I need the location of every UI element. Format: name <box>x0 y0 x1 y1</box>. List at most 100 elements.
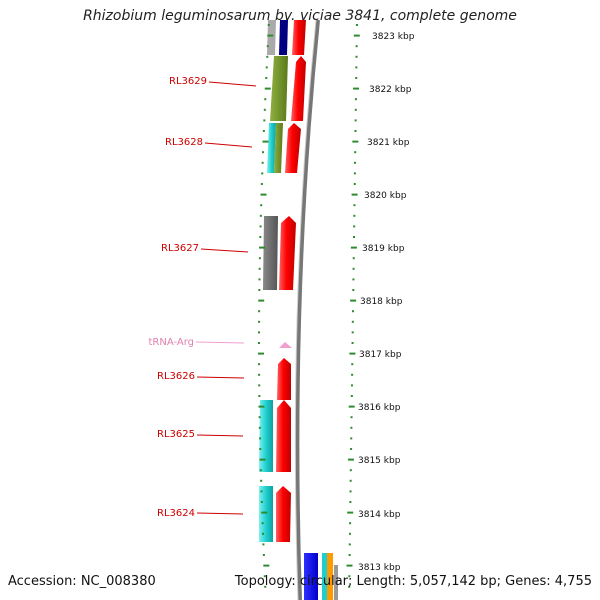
gene-label-trna-arg[interactable]: tRNA-Arg <box>149 337 194 348</box>
cog-block-bottom-gray <box>334 565 338 600</box>
cds-arrow-top[interactable] <box>292 20 306 55</box>
tick-major-outer <box>349 352 356 355</box>
label-line-rl3629 <box>208 81 257 87</box>
tick-minor-inner <box>258 278 261 281</box>
gene-label-rl3626[interactable]: RL3626 <box>157 371 195 382</box>
tick-minor-outer <box>351 373 354 376</box>
cds-arrow-rl3627[interactable] <box>279 216 296 290</box>
tick-minor-outer <box>352 289 355 291</box>
gene-label-rl3627[interactable]: RL3627 <box>161 243 199 254</box>
tick-minor-inner <box>262 151 265 154</box>
scale-label-3819: 3819 kbp <box>362 244 405 254</box>
gene-label-rl3624[interactable]: RL3624 <box>157 508 195 519</box>
tick-minor-outer <box>352 267 355 270</box>
tick-minor-inner <box>261 161 264 164</box>
tick-minor-outer <box>353 172 356 175</box>
tick-minor-inner <box>259 236 262 238</box>
tick-minor-outer <box>349 490 352 493</box>
cog-block-rl3624 <box>259 486 273 542</box>
cds-arrow-rl3626[interactable] <box>277 358 291 400</box>
tick-minor-outer <box>348 554 351 556</box>
tick-minor-inner <box>258 320 261 323</box>
tick-minor-outer <box>349 479 352 482</box>
tick-major-outer <box>352 140 359 143</box>
tick-minor-inner <box>260 204 263 207</box>
tick-minor-inner <box>266 45 269 48</box>
label-line-trna-arg <box>195 341 245 344</box>
cds-arrow-rl3625[interactable] <box>276 400 291 472</box>
tick-major-outer <box>351 193 358 196</box>
tick-minor-outer <box>348 585 351 588</box>
label-line-rl3627 <box>200 248 249 253</box>
cog-block-bottom-cyan <box>322 553 327 600</box>
tick-major-inner <box>263 564 270 567</box>
scale-tick-marks <box>258 24 360 588</box>
scale-label-3816: 3816 kbp <box>358 403 401 413</box>
scale-label-3823: 3823 kbp <box>372 32 415 42</box>
tick-minor-inner <box>264 585 267 588</box>
tick-minor-outer <box>354 130 357 132</box>
tick-minor-inner <box>260 501 263 503</box>
cds-arrow-rl3624[interactable] <box>276 486 291 542</box>
tick-minor-outer <box>355 55 358 58</box>
tick-major-inner <box>261 511 268 514</box>
tick-minor-outer <box>353 236 356 238</box>
tick-minor-inner <box>262 554 265 556</box>
cog-block-bottom-orange <box>327 553 333 600</box>
cds-arrow-rl3629[interactable] <box>291 56 306 121</box>
tick-minor-inner <box>263 119 266 122</box>
gene-label-rl3625[interactable]: RL3625 <box>157 429 195 440</box>
tick-minor-outer <box>353 214 356 217</box>
tick-minor-inner <box>261 172 264 175</box>
tick-minor-inner <box>258 426 261 429</box>
tick-major-inner <box>259 458 266 461</box>
tick-major-outer <box>347 511 354 514</box>
tick-major-outer <box>346 564 353 567</box>
tick-minor-inner <box>260 490 263 493</box>
cog-block-bottom-blue <box>304 553 318 600</box>
tick-minor-outer <box>351 342 354 344</box>
tick-minor-inner <box>265 66 268 69</box>
accession-text: Accession: NC_008380 <box>8 574 156 589</box>
tick-minor-outer <box>348 532 351 535</box>
gene-label-rl3628[interactable]: RL3628 <box>165 137 203 148</box>
scale-label-3822: 3822 kbp <box>369 85 412 95</box>
tick-minor-outer <box>354 161 357 164</box>
tick-major-inner <box>258 352 265 355</box>
tick-minor-inner <box>259 214 262 217</box>
scale-label-3818: 3818 kbp <box>360 297 403 307</box>
cog-block-rl3625 <box>259 400 273 472</box>
trna-arg-feature[interactable] <box>279 342 292 348</box>
tick-minor-outer <box>353 225 356 228</box>
tick-minor-outer <box>351 320 354 323</box>
tick-minor-inner <box>259 437 262 440</box>
tick-major-outer <box>353 34 360 37</box>
tick-minor-inner <box>263 575 266 578</box>
cds-arrow-rl3628[interactable] <box>285 123 301 173</box>
topology-text: Topology: circular; Length: 5,057,142 bp… <box>234 574 592 589</box>
tick-minor-inner <box>263 108 266 111</box>
tick-minor-inner <box>267 24 270 26</box>
tick-minor-inner <box>258 373 261 376</box>
tick-minor-inner <box>258 384 261 387</box>
gene-label-rl3629[interactable]: RL3629 <box>169 76 207 87</box>
tick-minor-inner <box>258 416 261 419</box>
tick-minor-inner <box>266 55 269 58</box>
tick-minor-inner <box>260 183 263 185</box>
tick-minor-outer <box>350 395 353 397</box>
tick-minor-inner <box>259 225 262 228</box>
tick-minor-outer <box>349 501 352 503</box>
cds-track <box>276 20 306 542</box>
tick-minor-inner <box>258 257 261 260</box>
tick-minor-outer <box>349 522 352 525</box>
tick-minor-outer <box>354 108 357 111</box>
cog-block-rl3628b <box>274 123 283 173</box>
tick-major-inner <box>262 140 269 143</box>
tick-minor-inner <box>258 310 261 313</box>
tick-major-inner <box>259 246 266 249</box>
tick-minor-outer <box>354 119 357 122</box>
tick-minor-inner <box>264 98 267 101</box>
tick-major-inner <box>258 299 265 302</box>
tick-major-outer <box>350 299 357 302</box>
